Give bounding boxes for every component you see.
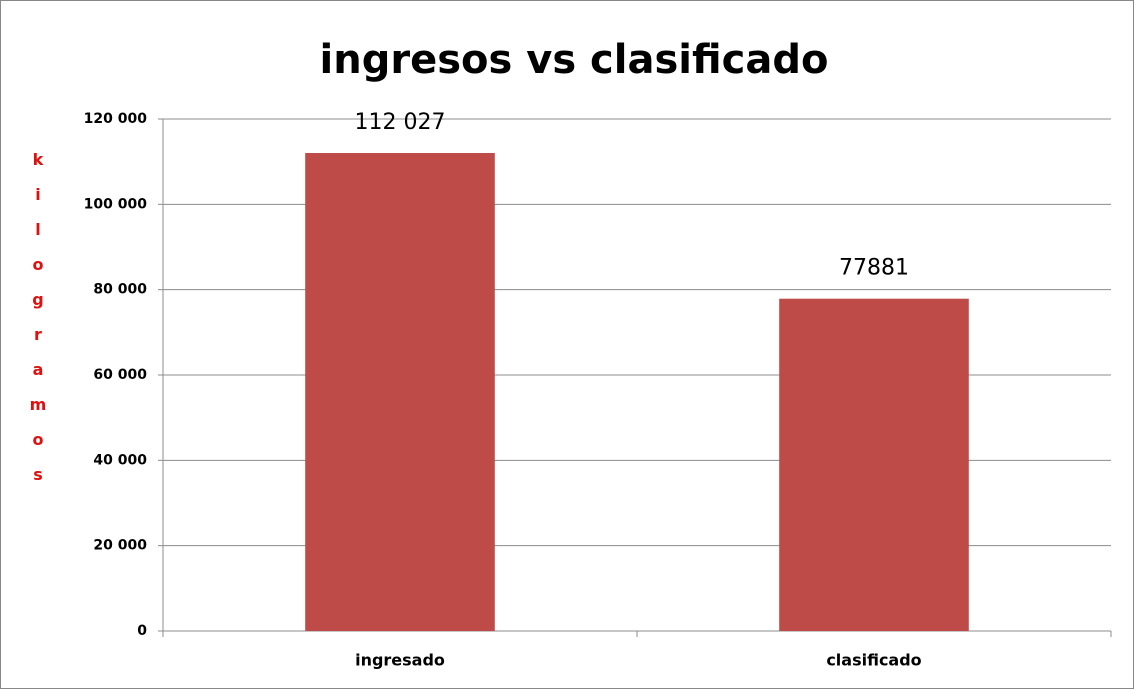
y-axis-label: kilogramos [29,150,48,500]
bar [779,298,969,631]
x-tick-label: clasificado [826,651,921,670]
bar [305,153,495,631]
y-tick-label: 60 000 [93,367,147,383]
y-tick-label: 120 000 [84,111,148,127]
value-label: 112 027 [355,110,446,135]
x-tick-label: ingresado [355,651,445,670]
y-tick-label: 80 000 [93,282,147,298]
y-tick-label: 20 000 [93,538,147,554]
y-tick-label: 40 000 [93,452,147,468]
y-tick-label: 100 000 [84,196,148,212]
y-tick-label: 0 [137,623,147,639]
chart-title: ingresos vs clasificado [320,37,829,83]
value-label: 77881 [839,256,909,281]
